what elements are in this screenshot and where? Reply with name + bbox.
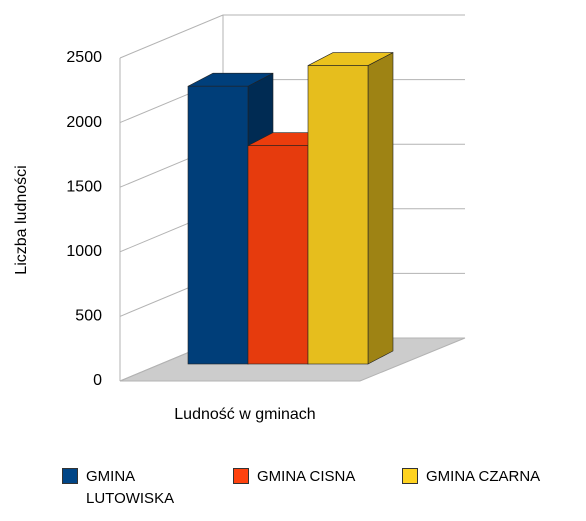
chart: Ludność w gminach Liczba ludności 0 500 10…: [13, 14, 466, 423]
y-tick-label: 2000: [66, 114, 102, 131]
y-axis-label: Liczba ludności: [13, 165, 30, 274]
legend-label: GMINA CZARNA: [426, 468, 541, 485]
bar-side: [367, 52, 394, 365]
legend-item: GMINA CISNA: [233, 466, 393, 488]
bar: [187, 85, 249, 365]
legend-swatch: [233, 468, 249, 484]
legend: GMINA LUTOWISKA GMINA CISNA GMINA CZARNA: [0, 466, 586, 521]
grid-line: [119, 14, 465, 59]
legend-swatch: [402, 468, 418, 484]
grid-line: [119, 79, 465, 124]
legend-label: GMINA LUTOWISKA: [86, 468, 175, 507]
y-tick-label: 500: [75, 308, 102, 325]
legend-item: GMINA CZARNA: [402, 466, 586, 488]
y-tick-label: 2500: [66, 49, 102, 66]
y-tick-label: 0: [93, 372, 102, 389]
bar: [307, 65, 369, 365]
bar: [247, 145, 309, 365]
x-axis-label: Ludność w gminach: [174, 406, 315, 423]
legend-item: GMINA LUTOWISKA: [62, 466, 212, 510]
legend-label: GMINA CISNA: [257, 468, 356, 485]
y-tick-label: 1000: [66, 243, 102, 260]
y-tick-label: 1500: [66, 178, 102, 195]
legend-swatch: [62, 468, 78, 484]
